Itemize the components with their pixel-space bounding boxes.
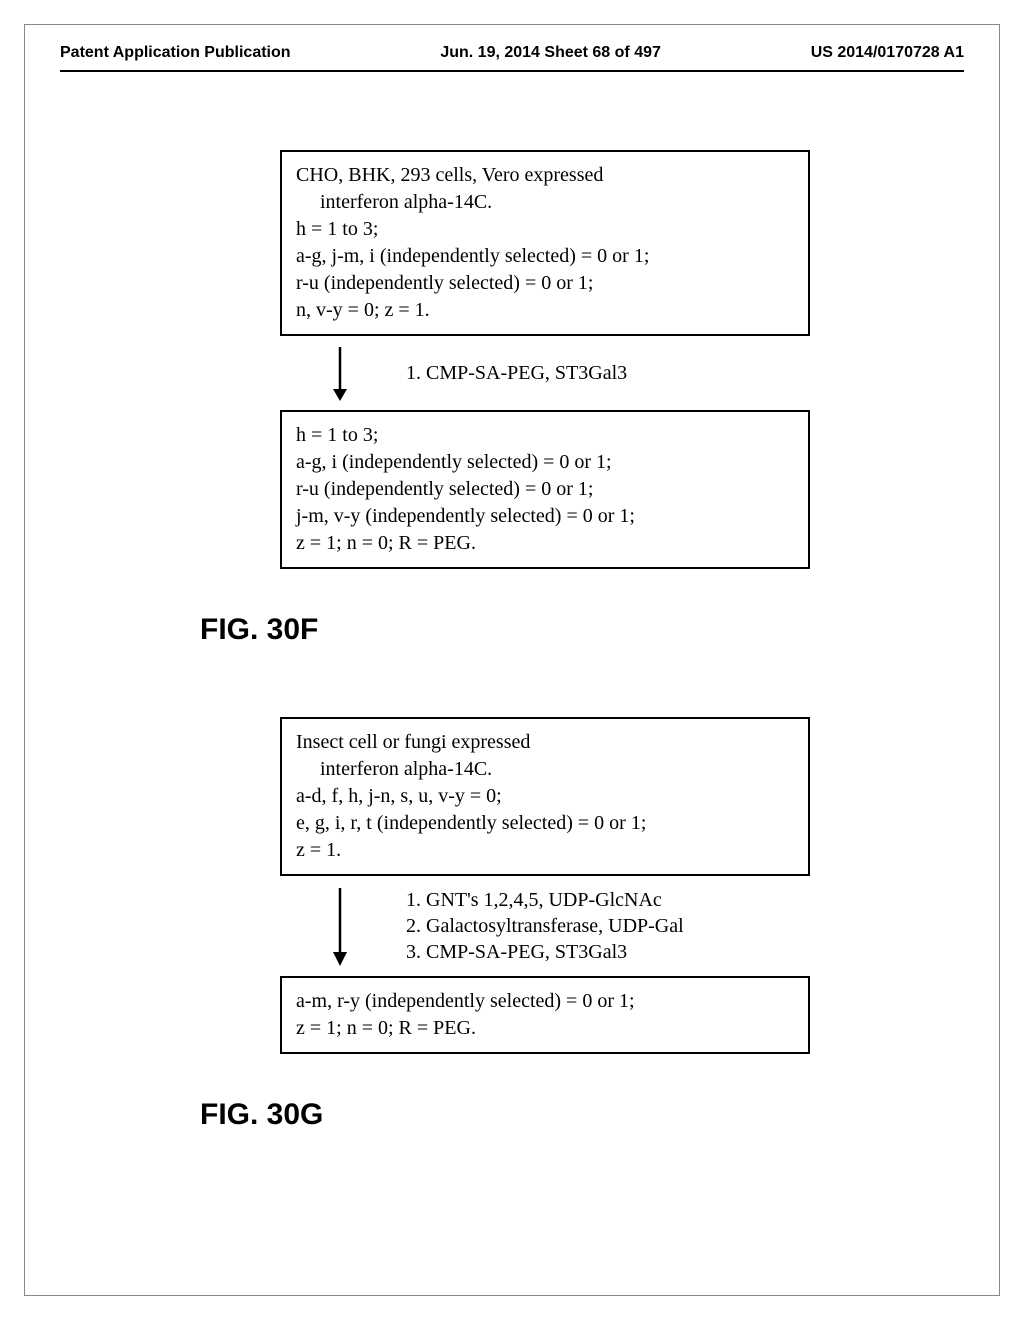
down-arrow-icon — [280, 876, 400, 976]
text-line: n, v-y = 0; z = 1. — [296, 297, 794, 324]
text-line: z = 1; n = 0; R = PEG. — [296, 530, 794, 557]
header-rule — [60, 70, 964, 72]
text-line: interferon alpha-14C. — [296, 756, 794, 783]
fig30g-box1: Insect cell or fungi expressed interfero… — [280, 717, 810, 876]
down-arrow-icon — [280, 336, 400, 410]
fig30f-arrow-row: 1. CMP-SA-PEG, ST3Gal3 — [280, 336, 964, 410]
text-line: r-u (independently selected) = 0 or 1; — [296, 476, 794, 503]
fig30f-box2: h = 1 to 3; a-g, i (independently select… — [280, 410, 810, 569]
text-line: a-d, f, h, j-n, s, u, v-y = 0; — [296, 783, 794, 810]
text-line: 1. GNT's 1,2,4,5, UDP-GlcNAc — [406, 887, 684, 913]
text-line: e, g, i, r, t (independently selected) =… — [296, 810, 794, 837]
text-line: j-m, v-y (independently selected) = 0 or… — [296, 503, 794, 530]
text-line: z = 1; n = 0; R = PEG. — [296, 1015, 794, 1042]
header-right: US 2014/0170728 A1 — [811, 44, 964, 62]
fig30g-label: FIG. 30G — [200, 1098, 964, 1132]
header-center: Jun. 19, 2014 Sheet 68 of 497 — [440, 44, 661, 62]
fig30f-label: FIG. 30F — [200, 613, 964, 647]
text-line: 2. Galactosyltransferase, UDP-Gal — [406, 913, 684, 939]
figure-30f: CHO, BHK, 293 cells, Vero expressed inte… — [60, 150, 964, 647]
fig30g-box2: a-m, r-y (independently selected) = 0 or… — [280, 976, 810, 1054]
page-header: Patent Application Publication Jun. 19, … — [60, 44, 964, 62]
fig30g-arrow-label: 1. GNT's 1,2,4,5, UDP-GlcNAc 2. Galactos… — [400, 887, 684, 965]
text-line: a-g, j-m, i (independently selected) = 0… — [296, 243, 794, 270]
text-line: a-g, i (independently selected) = 0 or 1… — [296, 449, 794, 476]
text-line: CHO, BHK, 293 cells, Vero expressed — [296, 162, 794, 189]
text-line: h = 1 to 3; — [296, 216, 794, 243]
text-line: z = 1. — [296, 837, 794, 864]
figure-30g: Insect cell or fungi expressed interfero… — [60, 717, 964, 1132]
fig30f-box1: CHO, BHK, 293 cells, Vero expressed inte… — [280, 150, 810, 336]
text-line: r-u (independently selected) = 0 or 1; — [296, 270, 794, 297]
content-area: CHO, BHK, 293 cells, Vero expressed inte… — [60, 150, 964, 1202]
text-line: a-m, r-y (independently selected) = 0 or… — [296, 988, 794, 1015]
header-left: Patent Application Publication — [60, 44, 291, 62]
text-line: Insect cell or fungi expressed — [296, 729, 794, 756]
text-line: 3. CMP-SA-PEG, ST3Gal3 — [406, 939, 684, 965]
fig30g-arrow-row: 1. GNT's 1,2,4,5, UDP-GlcNAc 2. Galactos… — [280, 876, 964, 976]
fig30f-arrow-label: 1. CMP-SA-PEG, ST3Gal3 — [400, 360, 627, 386]
text-line: h = 1 to 3; — [296, 422, 794, 449]
text-line: interferon alpha-14C. — [296, 189, 794, 216]
